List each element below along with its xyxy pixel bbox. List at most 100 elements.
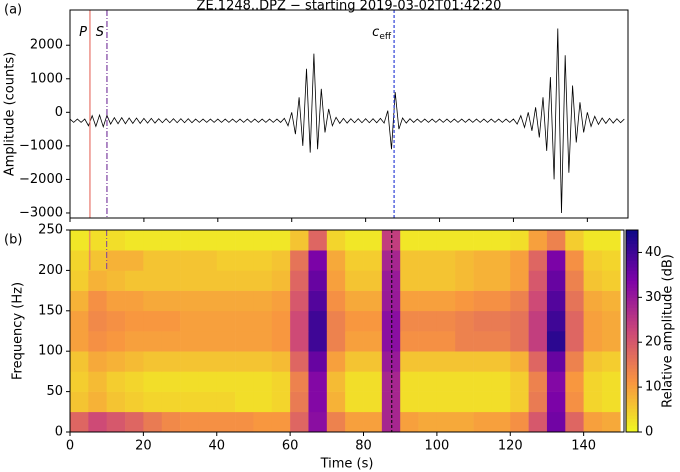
heatmap-cell [546,290,566,312]
colorbar-swatch [626,314,638,319]
colorbar-swatch [626,341,638,345]
colorbar-swatch [626,368,638,372]
colorbar-swatch [626,418,638,423]
colorbar-swatch [626,260,638,265]
heatmap-cell [326,230,346,251]
colorbar-tick-label: 10 [645,380,662,395]
colorbar-frame [625,229,639,433]
colorbar-swatch [626,391,638,396]
heatmap-cell [583,250,603,271]
heatmap-cell [216,331,236,352]
y-tick-label: 150 [38,303,63,318]
heatmap-cell [70,270,89,291]
heatmap-cell [345,250,364,271]
heatmap-cell [70,290,89,312]
heatmap-cell [601,250,621,271]
heatmap-cell [161,411,181,432]
heatmap-cell [363,331,383,352]
heatmap-cell [161,351,181,372]
heatmap-cell [381,270,401,291]
heatmap-cell [601,331,621,352]
heatmap-cell [290,331,309,352]
heatmap-cell [510,310,529,332]
heatmap-cell [290,230,309,251]
event-label-main: S [96,25,104,40]
heatmap-cell [106,290,126,312]
heatmap-cell [381,351,401,372]
heatmap-cell [491,351,511,372]
heatmap-cell [345,351,364,372]
heatmap-cell [491,250,511,271]
heatmap-cell [491,310,511,332]
heatmap-cell [216,411,236,432]
colorbar-swatch [626,347,638,352]
heatmap-cell [308,371,328,392]
colorbar-swatch [626,233,638,238]
heatmap-cell [70,371,89,392]
colorbar-swatch [626,344,638,349]
heatmap-cell [455,391,474,413]
heatmap-cell [308,331,328,352]
heatmap-cell [143,310,163,332]
heatmap-cell [253,250,273,271]
heatmap-cell [436,331,456,352]
heatmap-cell [308,391,328,413]
colorbar-swatch [626,280,638,285]
heatmap-cell [125,391,144,413]
heatmap-cell [143,250,163,271]
colorbar-swatch [626,415,638,420]
heatmap-cell [565,270,584,291]
heatmap-cell [363,310,383,332]
heatmap-cell [106,250,126,271]
heatmap-cell [381,371,401,392]
heatmap-cell [235,230,254,251]
heatmap-cell [546,391,566,413]
heatmap-cell [143,411,163,432]
heatmap-cell [198,391,218,413]
heatmap-cell [326,351,346,372]
heatmap-cell [381,391,401,413]
heatmap-cell [290,250,309,271]
heatmap-cell [198,290,218,312]
heatmap-cell [583,391,603,413]
heatmap-cell [271,250,291,271]
colorbar-swatch [626,236,638,241]
colorbar-swatch [626,246,638,251]
heatmap-cell [143,270,163,291]
heatmap-cell [326,290,346,312]
heatmap-cell [436,230,456,251]
heatmap-cell [106,310,126,332]
colorbar-swatch [626,401,638,406]
colorbar-tick-label: 30 [645,290,662,305]
colorbar-tick-label: 40 [645,245,662,260]
heatmap-cell [546,250,566,271]
heatmap-cell [565,230,584,251]
heatmap-cell [253,351,273,372]
colorbar-swatch [626,371,638,376]
heatmap-cell [180,250,199,271]
heatmap-cell [418,391,438,413]
heatmap-cell [601,411,621,432]
heatmap-cell [88,270,107,291]
heatmap-cell [473,250,493,271]
heatmap-cell [381,230,401,251]
heatmap-cell [510,391,529,413]
heatmap-cell [88,331,107,352]
colorbar-swatch [626,243,638,248]
heatmap-cell [180,371,199,392]
heatmap-cell [418,310,438,332]
heatmap-cell [381,310,401,332]
heatmap-cell [161,270,181,291]
heatmap-cell [161,391,181,413]
heatmap-cell [198,331,218,352]
panel-label: (a) [4,3,22,18]
heatmap-cell [565,331,584,352]
heatmap-cell [491,230,511,251]
heatmap-cell [271,270,291,291]
heatmap-cell [308,351,328,372]
heatmap-cell [400,371,419,392]
event-label-main: c [372,25,379,40]
y-axis-label: Frequency (Hz) [11,282,26,380]
heatmap-cell [253,290,273,312]
colorbar-swatch [626,405,638,409]
